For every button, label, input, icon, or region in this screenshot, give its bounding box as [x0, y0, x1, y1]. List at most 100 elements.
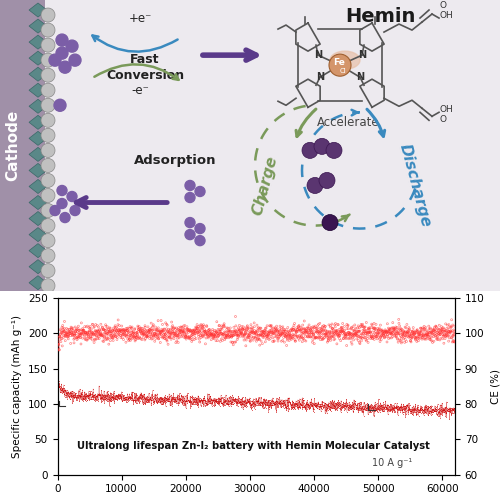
Point: [426, 409, 434, 417]
Point: [58, 329, 66, 337]
Point: [310, 405, 318, 413]
Point: [152, 331, 160, 338]
Point: [215, 332, 223, 340]
Point: [307, 395, 315, 403]
Point: [179, 401, 187, 409]
Point: [150, 393, 158, 401]
Point: [278, 337, 285, 345]
Point: [423, 327, 431, 334]
Point: [142, 401, 150, 409]
Point: [336, 401, 344, 409]
Point: [402, 404, 410, 412]
Point: [120, 393, 128, 401]
Point: [106, 394, 114, 402]
Point: [338, 325, 345, 332]
Point: [394, 408, 402, 415]
Point: [418, 408, 426, 415]
Point: [411, 403, 419, 411]
Point: [56, 332, 64, 340]
Point: [448, 334, 456, 342]
Point: [352, 329, 360, 337]
Point: [377, 406, 385, 414]
Point: [120, 394, 128, 402]
Point: [115, 327, 123, 335]
Point: [269, 394, 277, 402]
Point: [332, 401, 340, 409]
Point: [196, 397, 203, 405]
Point: [228, 328, 236, 336]
Point: [326, 329, 334, 336]
Point: [442, 330, 450, 337]
Point: [151, 329, 159, 337]
Point: [354, 405, 362, 413]
Point: [250, 399, 258, 407]
Point: [128, 390, 136, 398]
Point: [250, 395, 258, 403]
Point: [135, 326, 143, 333]
Point: [424, 332, 432, 340]
Point: [70, 391, 78, 399]
Point: [342, 330, 350, 337]
Point: [314, 402, 322, 410]
Point: [333, 405, 341, 413]
Point: [387, 402, 395, 410]
Point: [374, 328, 382, 335]
Point: [404, 410, 412, 417]
Point: [347, 334, 355, 342]
Point: [348, 333, 356, 341]
Point: [108, 334, 116, 342]
Point: [309, 407, 317, 414]
Point: [202, 401, 210, 409]
Point: [450, 404, 458, 412]
Point: [188, 399, 196, 407]
Point: [98, 326, 106, 334]
Point: [191, 394, 199, 402]
Point: [290, 332, 298, 340]
Point: [84, 332, 92, 340]
Point: [83, 330, 91, 337]
Point: [272, 332, 280, 340]
Point: [266, 328, 274, 336]
Point: [55, 346, 63, 354]
Point: [229, 400, 237, 408]
Point: [262, 331, 270, 338]
Point: [414, 401, 422, 409]
Point: [428, 402, 436, 410]
Point: [75, 392, 83, 400]
Point: [412, 410, 420, 418]
Point: [160, 331, 168, 339]
Point: [133, 396, 141, 404]
Point: [125, 393, 133, 401]
Point: [410, 408, 418, 415]
Point: [366, 404, 374, 412]
Point: [351, 400, 359, 408]
Point: [140, 395, 147, 403]
Point: [216, 331, 224, 338]
Point: [172, 324, 180, 332]
Point: [184, 396, 192, 404]
Point: [277, 396, 285, 404]
Point: [132, 333, 140, 341]
Point: [228, 395, 236, 403]
Point: [108, 393, 116, 401]
Point: [79, 326, 87, 334]
Point: [124, 395, 132, 403]
Point: [450, 405, 458, 413]
Point: [124, 394, 132, 402]
Point: [318, 398, 326, 406]
Point: [213, 397, 221, 405]
Point: [280, 338, 288, 346]
Point: [167, 391, 175, 399]
Point: [116, 327, 124, 334]
Point: [120, 396, 128, 404]
Point: [372, 332, 380, 340]
Point: [284, 329, 292, 336]
Point: [104, 335, 112, 343]
Point: [194, 329, 202, 337]
Point: [72, 328, 80, 336]
Point: [226, 401, 234, 409]
Point: [230, 338, 238, 346]
Point: [253, 331, 261, 339]
Point: [292, 401, 300, 409]
Point: [333, 340, 341, 348]
